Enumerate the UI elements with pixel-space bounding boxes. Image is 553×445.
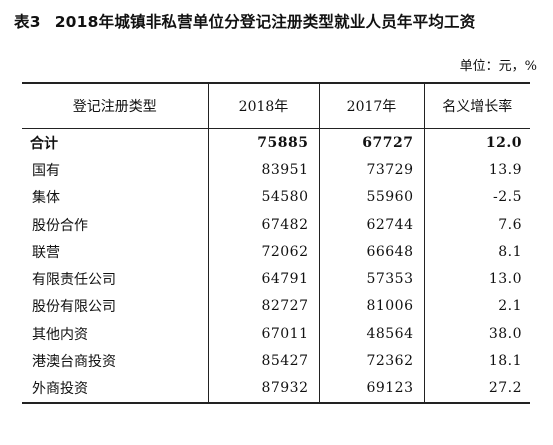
wage-table: 登记注册类型 2018年 2017年 名义增长率 合计 75885 67727 …: [22, 82, 530, 404]
row-2018-value: 67011: [207, 320, 319, 348]
table-title-text: 2018年城镇非私营单位分登记注册类型就业人员年平均工资: [54, 13, 476, 31]
unit-note: 单位：元，%: [459, 59, 537, 74]
row-type: 联营: [32, 244, 60, 261]
row-2017-value: 48564: [318, 320, 424, 348]
row-growth-value: 7.6: [423, 210, 530, 239]
row-growth-value: 13.0: [423, 265, 530, 293]
row-2017-value: 69123: [318, 374, 424, 404]
row-2017-value: 62744: [318, 210, 424, 239]
row-growth-value: 27.2: [423, 374, 530, 404]
table-row: 有限责任公司 64791 57353 13.0: [22, 265, 530, 293]
row-growth-value: 12.0: [423, 128, 530, 157]
row-2017-value: 72362: [318, 347, 424, 375]
row-2018-value: 72062: [207, 238, 319, 266]
row-2018-value: 82727: [207, 292, 319, 321]
row-2018-value: 87932: [207, 374, 319, 404]
header-row: 登记注册类型 2018年 2017年 名义增长率: [22, 82, 530, 129]
row-2017-value: 66648: [318, 238, 424, 266]
row-type: 港澳台商投资: [32, 354, 116, 371]
row-type: 有限责任公司: [32, 272, 116, 289]
row-type: 股份合作: [32, 217, 88, 234]
header-registration-type: 登记注册类型: [22, 82, 208, 129]
row-2017-value: 81006: [318, 292, 424, 321]
row-type: 其他内资: [32, 326, 88, 343]
row-type: 集体: [32, 190, 60, 207]
table-row: 股份合作 67482 62744 7.6: [22, 210, 530, 239]
table-row: 集体 54580 55960 -2.5: [22, 183, 530, 211]
row-type: 合计: [30, 135, 58, 152]
row-growth-value: 8.1: [423, 238, 530, 266]
row-2018-value: 85427: [207, 347, 319, 375]
table-row: 股份有限公司 82727 81006 2.1: [22, 292, 530, 321]
header-2017: 2017年: [318, 82, 424, 129]
row-growth-value: 38.0: [423, 320, 530, 348]
table-row: 联营 72062 66648 8.1: [22, 238, 530, 266]
table-row: 港澳台商投资 85427 72362 18.1: [22, 347, 530, 375]
table-number: 表3: [14, 13, 41, 31]
row-2018-value: 64791: [207, 265, 319, 293]
row-2017-value: 55960: [318, 183, 424, 211]
table-title: 表3 2018年城镇非私营单位分登记注册类型就业人员年平均工资: [14, 10, 544, 34]
table-row: 外商投资 87932 69123 27.2: [22, 374, 530, 404]
row-2017-value: 67727: [318, 128, 424, 157]
row-2017-value: 73729: [318, 156, 424, 184]
table-row: 其他内资 67011 48564 38.0: [22, 320, 530, 348]
row-type: 外商投资: [22, 374, 208, 404]
row-type: 股份有限公司: [32, 299, 116, 316]
row-growth-value: 13.9: [423, 156, 530, 184]
row-2018-value: 83951: [207, 156, 319, 184]
row-2017-value: 57353: [318, 265, 424, 293]
row-growth-value: 18.1: [423, 347, 530, 375]
row-type: 国有: [32, 162, 60, 179]
row-2018-value: 54580: [207, 183, 319, 211]
table-row: 国有 83951 73729 13.9: [22, 156, 530, 184]
table-row-total: 合计 75885 67727 12.0: [22, 128, 530, 157]
header-2018: 2018年: [207, 82, 319, 129]
header-growth-rate: 名义增长率: [423, 82, 530, 129]
row-2018-value: 75885: [207, 128, 319, 157]
row-growth-value: -2.5: [423, 183, 530, 211]
row-2018-value: 67482: [207, 210, 319, 239]
row-growth-value: 2.1: [423, 292, 530, 321]
